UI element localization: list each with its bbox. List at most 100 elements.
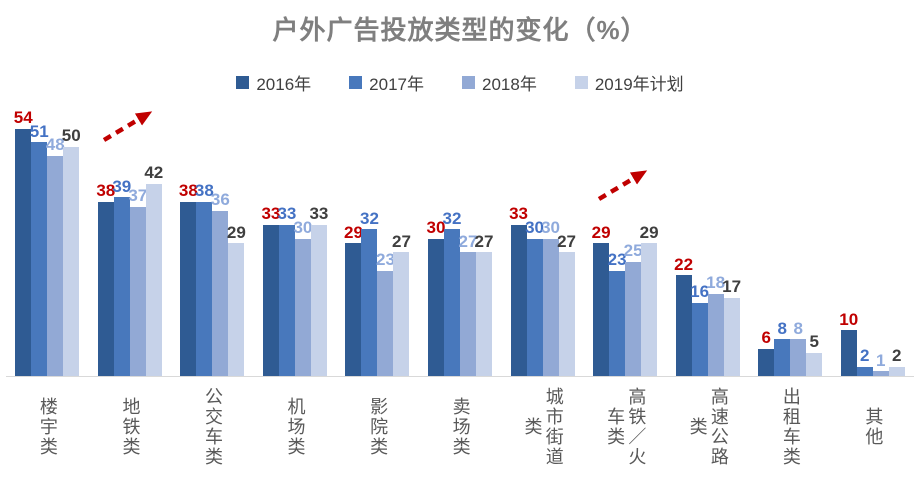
category-label: 影院类 <box>368 397 389 457</box>
bar <box>641 243 658 376</box>
bars-wrap: 29 23 25 29 <box>592 96 659 376</box>
bars-wrap: 33 30 30 27 <box>509 96 576 376</box>
bars-wrap: 30 32 27 27 <box>427 96 493 376</box>
bar <box>625 261 642 376</box>
bar-group: 38 38 36 29 <box>171 96 254 376</box>
bar <box>542 238 559 376</box>
legend-swatch-icon <box>349 76 363 89</box>
bar-group: 10 2 1 2 <box>831 96 914 376</box>
bar <box>707 293 724 376</box>
bar <box>228 243 245 376</box>
category-cell: 其他 <box>831 384 914 470</box>
legend-item: 2017年 <box>349 70 424 95</box>
bar-value-label: 27 <box>391 231 411 251</box>
bar-group: 30 32 27 27 <box>419 96 502 376</box>
bar <box>758 348 775 376</box>
legend-label: 2019年计划 <box>594 75 684 94</box>
category-label: 出租车类 <box>780 387 801 467</box>
legend-swatch-icon <box>574 76 588 89</box>
trend-up-arrow-icon <box>594 163 658 209</box>
category-cell: 城市街道类 <box>501 384 584 470</box>
bar <box>145 183 162 376</box>
legend-label: 2018年 <box>482 75 537 94</box>
bar-group: 22 16 18 17 <box>666 96 749 376</box>
bar-value-label: 38 <box>178 181 198 201</box>
bar <box>476 252 492 376</box>
bar <box>856 366 873 376</box>
category-label: 地铁类 <box>120 397 141 457</box>
bar <box>558 252 575 376</box>
bar <box>278 224 295 376</box>
bar-value-label: 42 <box>144 162 164 182</box>
bar <box>31 142 48 376</box>
legend-swatch-icon <box>236 76 250 89</box>
bar-value-label: 50 <box>61 126 81 146</box>
bar <box>806 353 823 376</box>
legend-swatch-icon <box>462 76 475 89</box>
bar <box>97 201 114 376</box>
bar <box>691 302 708 376</box>
bar <box>113 197 130 376</box>
bar <box>774 339 791 376</box>
bar-group: 33 33 30 33 <box>254 96 337 376</box>
bar <box>310 224 327 376</box>
category-label: 城市街道类 <box>522 387 564 467</box>
bar-value-label: 30 <box>541 217 560 237</box>
bar-group: 29 32 23 27 <box>336 96 419 376</box>
bar <box>526 238 543 376</box>
category-cell: 影院类 <box>336 384 419 470</box>
bar <box>377 270 394 376</box>
bar <box>888 366 905 376</box>
category-cell: 出租车类 <box>749 384 832 470</box>
bar <box>15 128 32 376</box>
bar <box>840 330 857 376</box>
bar-value-label: 8 <box>777 318 787 338</box>
bar <box>675 275 692 376</box>
legend-item: 2016年 <box>236 70 311 95</box>
bar-value-label: 33 <box>261 204 281 224</box>
category-label: 楼宇类 <box>37 397 58 457</box>
legend-item: 2019年计划 <box>574 70 684 95</box>
category-cell: 高速公路类 <box>666 384 749 470</box>
bar <box>262 224 279 376</box>
bar-group: 33 30 30 27 <box>501 96 584 376</box>
legend-item: 2018年 <box>462 70 537 95</box>
bar-value-label: 18 <box>706 272 726 292</box>
bar <box>609 270 626 376</box>
bar-value-label: 33 <box>277 204 297 224</box>
trend-up-arrow-icon <box>99 104 163 150</box>
bar-value-label: 32 <box>359 208 379 228</box>
bars-wrap: 29 32 23 27 <box>344 96 411 376</box>
bar <box>428 238 444 376</box>
bar <box>510 224 527 376</box>
bar <box>393 252 410 376</box>
bars-wrap: 33 33 30 33 <box>261 96 328 376</box>
bar <box>790 339 807 376</box>
bar-value-label: 38 <box>194 181 214 201</box>
category-cell: 楼宇类 <box>6 384 89 470</box>
category-cell: 地铁类 <box>89 384 172 470</box>
bar-group: 54 51 48 50 <box>6 96 89 376</box>
chart-title: 户外广告投放类型的变化（%） <box>272 15 648 45</box>
bars-wrap: 38 38 36 29 <box>179 96 246 376</box>
bar <box>361 229 378 376</box>
bar <box>294 238 311 376</box>
bar-value-label: 39 <box>112 176 132 196</box>
category-axis: 楼宇类 地铁类 公交车类 机场类 影院类 卖场类 城市街道类 高铁／火车类 高速公路类 出租车类 其… <box>6 384 914 470</box>
category-label: 卖场类 <box>450 397 471 457</box>
category-cell: 公交车类 <box>171 384 254 470</box>
bar <box>63 147 80 376</box>
bar <box>723 298 740 376</box>
category-label: 其他 <box>863 407 884 447</box>
bar-value-label: 10 <box>839 309 859 329</box>
bar-value-label: 22 <box>674 254 694 274</box>
bar <box>345 243 362 376</box>
bars-wrap: 22 16 18 17 <box>674 96 741 376</box>
category-cell: 高铁／火车类 <box>584 384 667 470</box>
bar <box>593 243 610 376</box>
category-cell: 机场类 <box>254 384 337 470</box>
bar-value-label: 33 <box>309 204 329 224</box>
